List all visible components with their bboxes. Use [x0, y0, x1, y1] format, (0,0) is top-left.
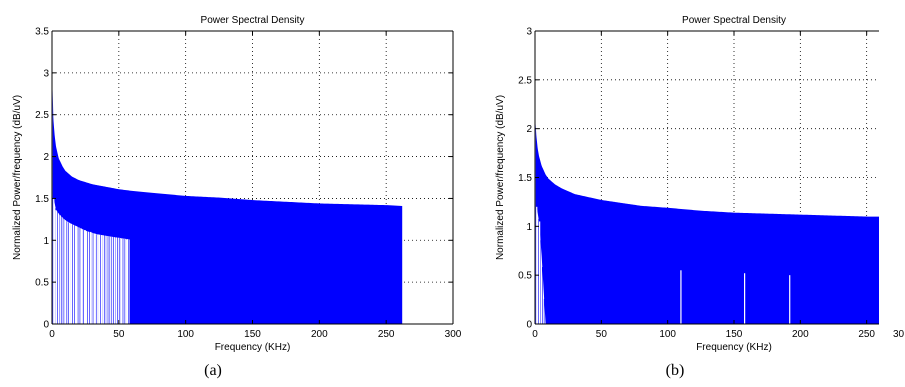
- psd-trace: [535, 123, 879, 324]
- chart-title: Power Spectral Density: [201, 15, 305, 26]
- x-tick-label: 50: [113, 329, 125, 340]
- y-tick-label: 1: [526, 222, 532, 233]
- x-tick-label: 100: [659, 329, 676, 340]
- y-tick-label: 2.5: [518, 75, 532, 86]
- y-tick-label: 3: [43, 68, 49, 79]
- y-tick-label: 3: [526, 27, 532, 38]
- y-axis-label: Normalized Power/frequency (dB/uV): [12, 95, 23, 260]
- y-tick-label: 1.5: [35, 194, 49, 205]
- psd-notches: [53, 198, 128, 324]
- y-tick-label: 2: [43, 152, 49, 163]
- y-tick-label: 0: [526, 320, 532, 331]
- caption-b: (b): [665, 362, 685, 379]
- x-tick-label: 150: [244, 329, 261, 340]
- x-tick-label: 150: [726, 329, 743, 340]
- y-tick-label: 0: [43, 320, 49, 331]
- chart-title: Power Spectral Density: [682, 15, 786, 26]
- x-ticks: 0 50 100 150 200 250 300: [49, 31, 462, 340]
- x-tick-label: 0: [532, 329, 538, 340]
- caption-a: (a): [204, 362, 222, 379]
- x-ticks: 0 50 100 150 200 250 30: [532, 31, 905, 340]
- y-ticks: 0 0.5 1 1.5 2 2.5 3 3.5: [35, 27, 453, 331]
- chart-panel-a: 0 50 100 150 200 250 300 0 0.5 1 1.5 2 2.5 3 3.5 Power …: [12, 15, 462, 353]
- y-tick-label: 1.5: [518, 173, 532, 184]
- x-axis-label: Frequency (KHz): [696, 342, 772, 353]
- y-tick-label: 3.5: [35, 27, 49, 38]
- y-tick-label: 0.5: [518, 271, 532, 282]
- psd-trace: [52, 89, 403, 324]
- x-tick-label: 300: [445, 329, 462, 340]
- y-tick-label: 1: [43, 236, 49, 247]
- x-axis-label: Frequency (KHz): [215, 342, 291, 353]
- x-tick-label: 250: [858, 329, 875, 340]
- y-tick-label: 0.5: [35, 278, 49, 289]
- x-tick-label: 100: [177, 329, 194, 340]
- x-tick-label: 0: [49, 329, 55, 340]
- y-ticks: 0 0.5 1 1.5 2 2.5 3: [518, 27, 539, 331]
- y-tick-label: 2.5: [35, 110, 49, 121]
- plot-content: [535, 31, 879, 324]
- x-tick-label: 50: [596, 329, 608, 340]
- plot-content: [52, 31, 453, 324]
- y-tick-label: 2: [526, 124, 532, 135]
- x-tick-label: 30: [893, 329, 905, 340]
- y-axis-label: Normalized Power/frequency (dB/uV): [495, 95, 506, 260]
- x-tick-label: 200: [311, 329, 328, 340]
- x-tick-label: 250: [378, 329, 395, 340]
- x-tick-label: 200: [792, 329, 809, 340]
